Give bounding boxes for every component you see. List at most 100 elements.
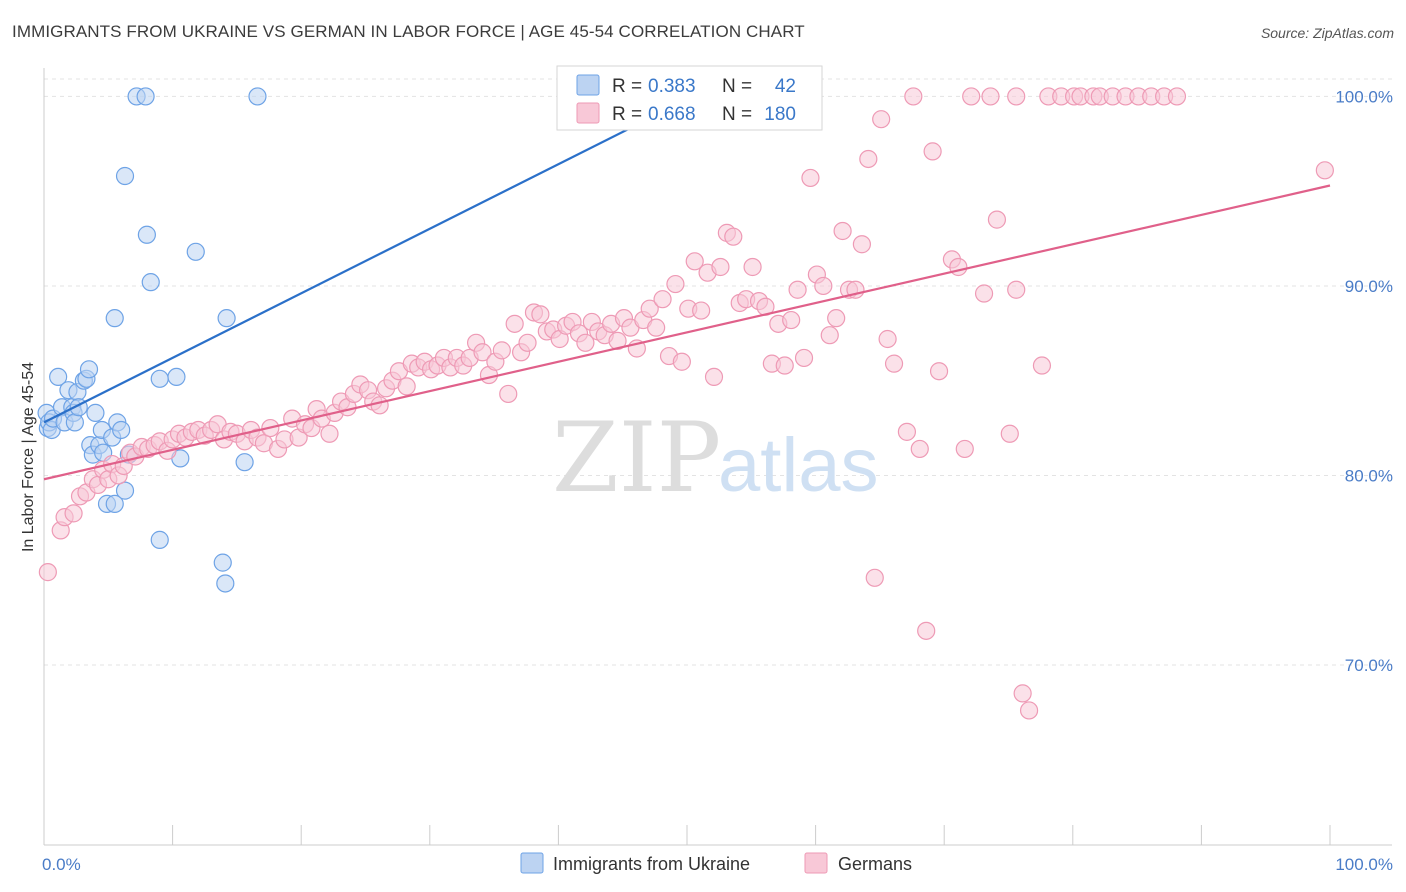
- legend-frame: [556, 65, 823, 131]
- source-credit: Source: ZipAtlas.com: [1260, 25, 1394, 41]
- germans-point-77: [531, 305, 550, 324]
- ukraine-point-42: [216, 574, 235, 593]
- ukraine-point-31: [115, 166, 135, 186]
- legend-n-value-ukraine: 42: [775, 76, 796, 97]
- legend-r-value-ukraine: 0.383: [648, 76, 696, 97]
- germans-point-150: [1019, 701, 1039, 720]
- ukraine-point-34: [137, 225, 156, 244]
- watermark: ZIP atlas: [552, 402, 879, 514]
- germans-point-122: [820, 326, 839, 345]
- ukraine-point-28: [115, 481, 135, 500]
- y-tick-label-3: 100.0%: [1335, 87, 1393, 106]
- ukraine-point-16: [79, 360, 99, 379]
- ukraine-point-5: [49, 367, 68, 387]
- germans-point-94: [640, 299, 659, 318]
- germans-point-130: [872, 110, 891, 129]
- germans-point-142: [962, 87, 981, 106]
- germans-point-124: [833, 221, 852, 241]
- ukraine-point-38: [167, 367, 186, 387]
- ukraine-point-36: [150, 369, 169, 388]
- germans-point-133: [897, 422, 917, 441]
- watermark-atlas: atlas: [718, 423, 879, 508]
- ukraine-point-35: [141, 273, 160, 292]
- series-ukraine-points: [37, 87, 267, 593]
- germans-point-115: [775, 356, 794, 375]
- ukraine-point-30: [105, 309, 124, 328]
- legend-swatch-germans: [576, 102, 600, 124]
- legend-r-label-germans: R =: [612, 104, 642, 125]
- germans-point-72: [499, 384, 518, 404]
- ukraine-point-37: [150, 530, 169, 549]
- germans-point-149: [1013, 684, 1032, 703]
- ukraine-point-45: [248, 87, 267, 106]
- x-tick-labels: 0.0% 100.0%: [42, 855, 1393, 874]
- germans-point-147: [1007, 280, 1026, 299]
- germans-point-52: [370, 396, 389, 415]
- legend-swatch-ukraine: [576, 74, 600, 96]
- germans-point-146: [1000, 424, 1019, 443]
- germans-point-101: [685, 252, 704, 271]
- germans-point-134: [904, 87, 923, 106]
- germans-point-71: [492, 341, 511, 360]
- ukraine-trend-line: [43, 95, 694, 424]
- germans-point-148: [1007, 87, 1026, 106]
- x-tick-label-0: 0.0%: [42, 855, 81, 874]
- ukraine-point-43: [217, 309, 236, 328]
- germans-point-0: [38, 563, 57, 582]
- legend-n-value-germans: 180: [764, 104, 796, 125]
- germans-trend-line: [43, 184, 1331, 481]
- legend-box: R = 0.383 N = 42 R = 0.668 N = 180: [556, 65, 823, 131]
- ukraine-point-33: [136, 87, 155, 106]
- germans-point-104: [704, 367, 724, 387]
- germans-point-132: [884, 354, 904, 373]
- germans-point-143: [974, 284, 994, 303]
- ukraine-point-25: [105, 494, 124, 513]
- y-axis-title: In Labor Force | Age 45-54: [20, 362, 37, 552]
- bottom-legend-label-ukraine: Immigrants from Ukraine: [553, 854, 750, 874]
- germans-point-89: [608, 331, 627, 350]
- watermark-zip: ZIP: [552, 402, 721, 514]
- ukraine-point-41: [213, 553, 232, 572]
- germans-point-96: [653, 290, 672, 309]
- y-tick-label-1: 80.0%: [1345, 466, 1393, 485]
- germans-point-140: [949, 257, 968, 277]
- germans-point-84: [576, 333, 595, 352]
- germans-point-127: [852, 235, 871, 254]
- germans-point-118: [794, 348, 814, 368]
- germans-point-44: [320, 424, 339, 443]
- germans-point-3: [64, 504, 83, 523]
- germans-point-75: [518, 333, 537, 352]
- germans-point-68: [473, 343, 492, 362]
- germans-point-119: [801, 168, 820, 188]
- legend-r-value-germans: 0.668: [648, 104, 696, 125]
- y-tick-labels: 70.0% 80.0% 90.0% 100.0%: [1335, 87, 1393, 675]
- germans-point-123: [827, 309, 846, 328]
- germans-point-137: [923, 142, 942, 161]
- germans-point-117: [788, 280, 807, 299]
- germans-point-99: [672, 352, 691, 371]
- bottom-legend: Immigrants from Ukraine Germans: [520, 852, 912, 874]
- germans-point-110: [743, 257, 762, 277]
- x-tick-label-1: 100.0%: [1335, 855, 1393, 874]
- bottom-legend-swatch-germans: [804, 852, 828, 874]
- chart-title: IMMIGRANTS FROM UKRAINE VS GERMAN IN LAB…: [12, 22, 805, 41]
- germans-point-105: [711, 257, 730, 277]
- germans-point-95: [647, 318, 666, 337]
- ukraine-point-19: [86, 403, 105, 423]
- ukraine-point-11: [65, 413, 84, 432]
- germans-point-164: [1315, 161, 1334, 180]
- legend-r-label-ukraine: R =: [612, 76, 642, 97]
- germans-point-145: [987, 210, 1007, 229]
- trend-lines: [43, 95, 1331, 481]
- bottom-legend-label-germans: Germans: [838, 854, 912, 874]
- germans-point-129: [865, 568, 884, 587]
- germans-point-98: [666, 274, 685, 294]
- germans-point-131: [878, 329, 897, 349]
- germans-point-163: [1167, 87, 1187, 106]
- germans-point-116: [782, 310, 801, 330]
- axes: [43, 68, 1392, 846]
- germans-point-144: [981, 87, 1000, 106]
- bottom-legend-swatch-ukraine: [520, 852, 544, 874]
- ukraine-point-27: [112, 420, 131, 440]
